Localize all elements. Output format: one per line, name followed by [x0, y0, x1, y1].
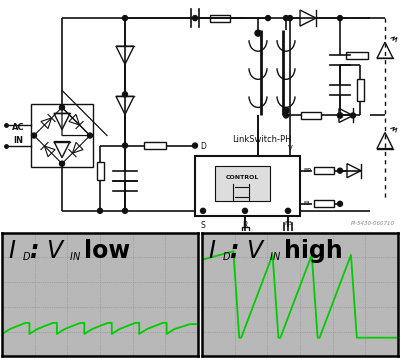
Bar: [314, 167, 334, 174]
Bar: [314, 200, 334, 207]
Text: FB: FB: [303, 201, 310, 206]
Circle shape: [60, 105, 64, 110]
Circle shape: [192, 15, 198, 20]
Bar: [242, 227, 248, 245]
Text: $I$: $I$: [8, 239, 16, 263]
Circle shape: [242, 208, 248, 213]
Bar: [356, 79, 364, 101]
Text: $_D$: $_D$: [22, 249, 31, 263]
Circle shape: [122, 143, 128, 148]
Bar: [144, 142, 166, 149]
Circle shape: [338, 201, 342, 206]
Bar: [31, 105, 93, 167]
Circle shape: [284, 113, 288, 118]
Circle shape: [283, 107, 289, 113]
Circle shape: [338, 113, 342, 118]
Circle shape: [98, 208, 102, 213]
Text: S: S: [201, 221, 205, 230]
Text: $_{IN}$: $_{IN}$: [69, 249, 81, 263]
Circle shape: [122, 208, 128, 213]
Circle shape: [122, 15, 128, 20]
Text: V: V: [288, 145, 292, 151]
Text: : $V$: : $V$: [230, 239, 267, 263]
Circle shape: [200, 208, 206, 213]
Text: R: R: [242, 221, 248, 230]
Text: D: D: [200, 142, 206, 151]
Text: $_{IN}$: $_{IN}$: [269, 249, 281, 263]
Text: IN: IN: [13, 136, 23, 145]
Circle shape: [338, 168, 342, 173]
Text: $I$: $I$: [208, 239, 216, 263]
Bar: [210, 15, 230, 21]
Bar: [346, 52, 368, 59]
Text: $_D$: $_D$: [222, 249, 231, 263]
Circle shape: [60, 161, 64, 166]
Text: low: low: [84, 239, 130, 263]
Circle shape: [286, 208, 290, 213]
Text: CONTROL: CONTROL: [226, 175, 259, 180]
Text: : $V$: : $V$: [30, 239, 67, 263]
Text: LinkSwitch-PH: LinkSwitch-PH: [232, 135, 292, 144]
Circle shape: [255, 30, 261, 36]
Circle shape: [192, 143, 198, 148]
Circle shape: [266, 15, 270, 20]
Text: AC: AC: [12, 123, 24, 132]
Circle shape: [32, 133, 36, 138]
Circle shape: [338, 15, 342, 20]
Bar: [301, 112, 321, 119]
Text: FB: FB: [284, 221, 292, 226]
Circle shape: [88, 133, 92, 138]
Circle shape: [284, 15, 288, 20]
Bar: [215, 166, 270, 201]
Bar: [96, 162, 104, 180]
Circle shape: [350, 113, 356, 118]
Circle shape: [122, 92, 128, 97]
Circle shape: [338, 113, 342, 118]
Text: high: high: [284, 239, 343, 263]
Text: PI-5430-060710: PI-5430-060710: [351, 221, 395, 226]
Circle shape: [288, 15, 292, 20]
Text: BP: BP: [303, 168, 311, 173]
Bar: [195, 156, 300, 216]
